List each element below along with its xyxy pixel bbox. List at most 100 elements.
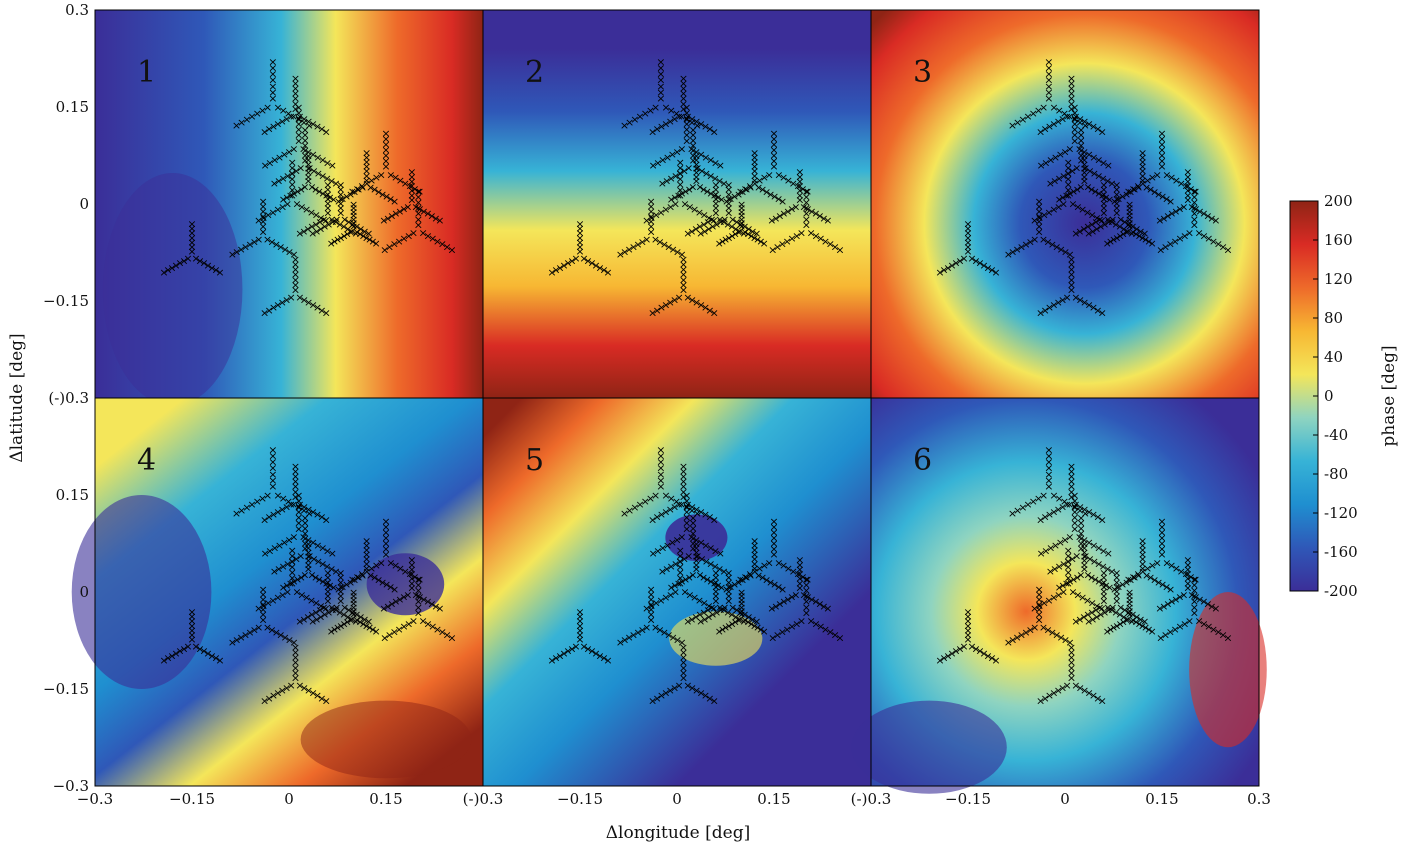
station-marker: ×	[679, 77, 688, 90]
station-marker: ×	[377, 556, 386, 569]
station-marker: ×	[247, 498, 256, 511]
station-marker: ×	[656, 86, 665, 99]
station-marker: ×	[1036, 547, 1045, 560]
station-marker: ×	[286, 498, 295, 511]
station-marker: ×	[831, 240, 840, 253]
station-marker: ×	[301, 542, 310, 555]
station-marker: ×	[1065, 110, 1074, 123]
station-marker: ×	[321, 602, 330, 615]
station-marker: ×	[706, 575, 715, 588]
station-marker: ×	[359, 229, 368, 242]
station-marker: ×	[778, 583, 787, 596]
station-marker: ×	[750, 544, 759, 557]
station-marker: ×	[385, 628, 394, 641]
station-marker: ×	[1070, 101, 1079, 114]
station-marker: ×	[765, 168, 774, 181]
station-marker: ×	[1172, 174, 1181, 187]
station-marker: ×	[381, 531, 390, 544]
station-marker: ×	[724, 590, 733, 603]
station-marker: ×	[368, 235, 377, 248]
station-marker: ×	[743, 228, 752, 241]
station-marker: ×	[1157, 160, 1166, 173]
station-marker: ×	[1081, 507, 1090, 520]
station-marker: ×	[1171, 235, 1180, 248]
station-marker: ×	[313, 151, 322, 164]
station-marker: ×	[583, 254, 592, 267]
station-marker: ×	[680, 586, 689, 599]
station-marker: ×	[339, 608, 348, 621]
station-marker: ×	[308, 148, 317, 161]
station-marker: ×	[1103, 625, 1112, 638]
station-marker: ×	[199, 257, 208, 270]
station-marker: ×	[691, 610, 700, 623]
station-marker: ×	[983, 261, 992, 274]
station: ×××××××××××××××××××××	[1046, 124, 1117, 190]
station-marker: ×	[362, 565, 371, 578]
station-marker: ×	[1023, 498, 1032, 511]
station-marker: ×	[802, 218, 811, 231]
station-marker: ×	[1004, 248, 1013, 261]
panel-label: 6	[913, 443, 932, 478]
station-marker: ×	[1067, 470, 1076, 483]
station-marker: ×	[328, 216, 337, 229]
station-marker: ×	[1087, 183, 1096, 196]
station-marker: ×	[282, 501, 291, 514]
station-marker: ×	[391, 171, 400, 184]
station-marker: ×	[348, 185, 357, 198]
station: ×××××××××××××××××××××	[616, 583, 687, 649]
station-marker: ×	[750, 151, 759, 164]
station-marker: ×	[380, 631, 389, 644]
station-marker: ×	[187, 217, 196, 230]
station-marker: ×	[289, 531, 298, 544]
station-marker: ×	[711, 188, 720, 201]
station-marker: ×	[328, 604, 337, 617]
station-marker: ×	[727, 229, 736, 242]
station-marker: ×	[575, 624, 584, 637]
station-marker: ×	[711, 206, 720, 219]
station-marker: ×	[1125, 205, 1134, 218]
station-marker: ×	[312, 597, 321, 610]
station-marker: ×	[1112, 567, 1121, 580]
station-marker: ×	[738, 186, 747, 199]
station-marker: ×	[741, 182, 750, 195]
station-marker: ×	[935, 266, 944, 279]
station-marker: ×	[396, 562, 405, 575]
station-marker: ×	[293, 573, 302, 586]
station-marker: ×	[435, 602, 444, 615]
station-marker: ×	[387, 598, 396, 611]
station-marker: ×	[795, 180, 804, 193]
station-marker: ×	[409, 615, 418, 628]
station-marker: ×	[304, 554, 313, 567]
station-marker: ×	[304, 542, 313, 555]
station-marker: ×	[327, 237, 336, 250]
station-marker: ×	[647, 210, 656, 223]
panel-label: 2	[525, 55, 544, 90]
station: ×××××××××××××××××××××	[232, 444, 314, 520]
station-marker: ×	[575, 236, 584, 249]
station-marker: ×	[1044, 456, 1053, 469]
station-marker: ×	[343, 610, 352, 623]
station-marker: ×	[269, 120, 278, 133]
station-marker: ×	[784, 174, 793, 187]
phase-feature	[300, 700, 472, 779]
station-marker: ×	[258, 492, 267, 505]
station-marker: ×	[403, 200, 412, 213]
station-marker: ×	[641, 495, 650, 508]
station: ×××××××××××××××××××××	[1155, 166, 1220, 228]
y-axis-label: Δlatitude [deg]	[7, 333, 27, 462]
station-marker: ×	[699, 183, 708, 196]
station-marker: ×	[706, 154, 715, 167]
station-marker: ×	[1223, 631, 1232, 644]
station-marker: ×	[304, 162, 313, 175]
station-marker: ×	[390, 195, 399, 208]
station-marker: ×	[346, 226, 355, 239]
station-marker: ×	[342, 190, 351, 203]
station-marker: ×	[642, 214, 651, 227]
station-marker: ×	[676, 544, 685, 557]
station-marker: ×	[1099, 192, 1108, 205]
station-marker: ×	[269, 689, 278, 702]
station-marker: ×	[336, 567, 345, 580]
station-marker: ×	[327, 562, 336, 575]
station-marker: ×	[288, 184, 297, 197]
station-marker: ×	[1067, 87, 1076, 100]
